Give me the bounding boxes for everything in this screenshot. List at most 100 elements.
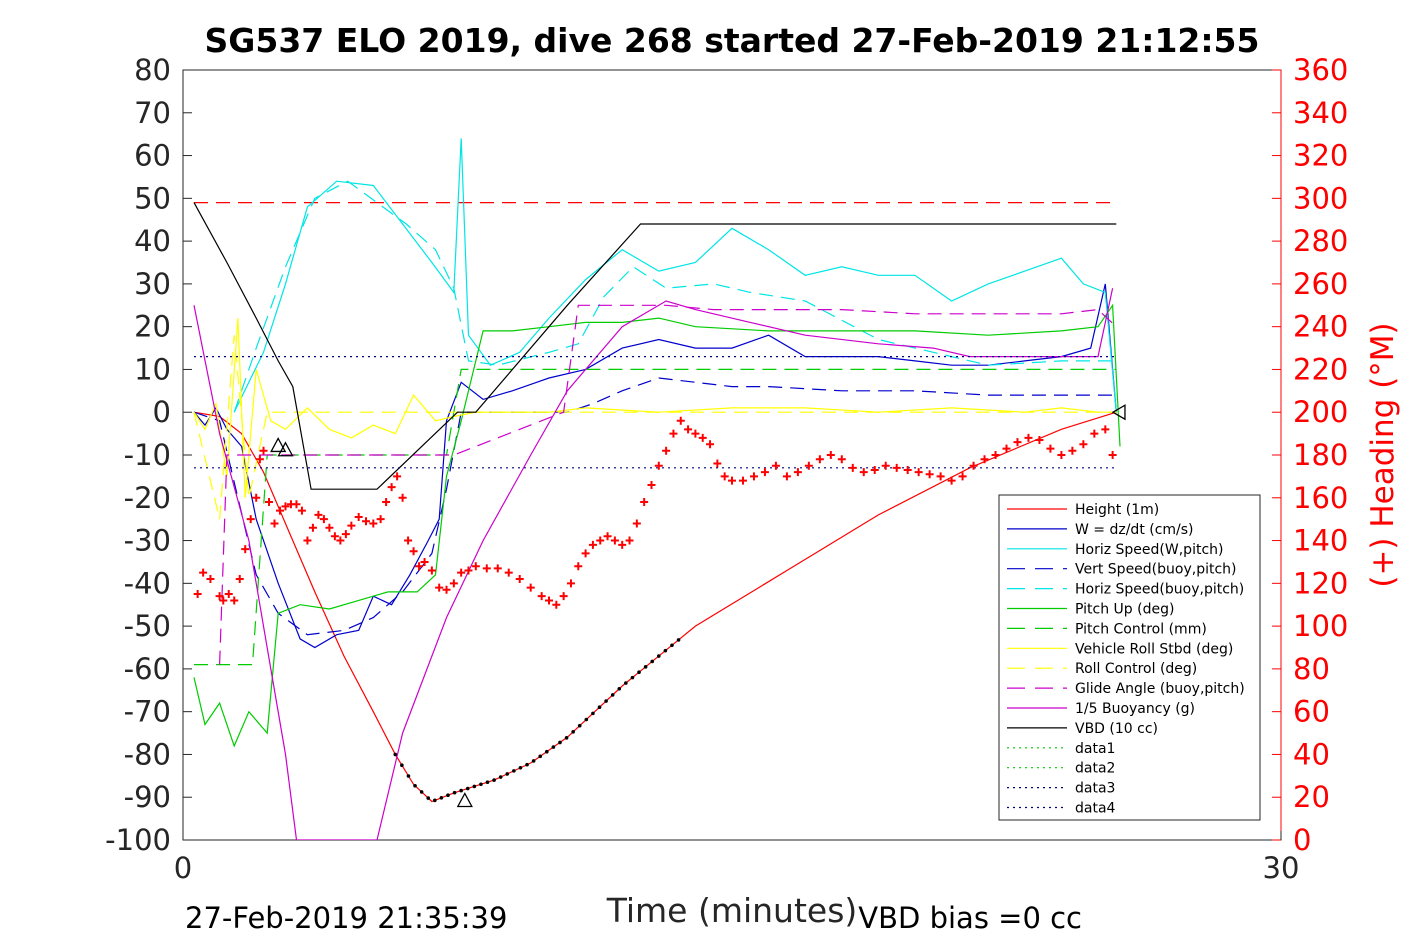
legend-entry: VBD (10 cc) — [1075, 721, 1158, 737]
heading-point — [398, 493, 407, 502]
heading-point — [404, 536, 413, 545]
heading-point — [728, 476, 736, 485]
legend-entry: Pitch Control (mm) — [1075, 621, 1207, 637]
legend-entry: Pitch Up (deg) — [1075, 602, 1174, 618]
heading-point — [848, 463, 857, 472]
right-tick-label: 360 — [1293, 53, 1348, 87]
height-sample-dot — [643, 665, 648, 669]
heading-point — [1101, 425, 1110, 434]
heading-point — [362, 517, 370, 526]
legend-entry: Height (1m) — [1075, 502, 1159, 518]
heading-point — [618, 540, 627, 549]
height-sample-dot — [406, 774, 411, 778]
right-tick-label: 0 — [1293, 823, 1311, 857]
legend-entry: data3 — [1075, 781, 1115, 797]
series-line-pitch-up-deg — [193, 303, 1121, 748]
right-y-axis: 3603403203002802602402202001801601401201… — [1272, 53, 1348, 857]
right-tick-label: 140 — [1293, 524, 1348, 558]
heading-point — [319, 515, 328, 524]
right-tick-label: 220 — [1293, 352, 1348, 386]
left-tick-label: 30 — [134, 267, 171, 301]
heading-point — [246, 515, 255, 524]
heading-point — [581, 549, 590, 558]
heading-point — [376, 515, 385, 524]
height-sample-dot — [538, 754, 543, 759]
heading-point — [241, 545, 250, 554]
heading-point — [382, 498, 391, 507]
heading-point — [654, 461, 663, 470]
heading-point — [914, 468, 923, 477]
heading-point — [815, 455, 824, 464]
heading-point — [760, 468, 769, 477]
heading-point — [969, 461, 978, 470]
height-sample-dot — [657, 654, 661, 658]
legend-entry: data2 — [1075, 761, 1115, 777]
right-tick-label: 180 — [1293, 438, 1348, 472]
series-line-vbd-10-cc — [193, 202, 1117, 490]
legend: Height (1m) W = dz/dt (cm/s) Horiz Speed(W… — [998, 494, 1261, 821]
heading-point — [442, 585, 451, 594]
left-tick-label: -90 — [124, 780, 171, 814]
heading-point — [252, 493, 261, 502]
heading-point — [596, 536, 605, 545]
height-sample-dot — [492, 778, 496, 782]
height-sample-dot — [400, 763, 404, 768]
legend-entry: Roll Control (deg) — [1075, 661, 1197, 677]
heading-point — [409, 547, 418, 556]
heading-point — [471, 562, 480, 571]
event-marker-triangle-up — [456, 792, 473, 808]
heading-point — [314, 510, 323, 519]
height-sample-dot — [518, 765, 523, 770]
heading-point — [691, 429, 700, 438]
heading-point — [859, 468, 868, 477]
right-axis-label: (+) Heading (°M) — [1365, 322, 1401, 587]
heading-point — [1057, 451, 1066, 459]
heading-point — [292, 500, 301, 509]
heading-point — [504, 568, 513, 577]
heading-point — [281, 502, 290, 511]
legend-entry: Horiz Speed(W,pitch) — [1075, 542, 1223, 558]
heading-point — [793, 468, 802, 477]
right-tick-label: 100 — [1293, 609, 1348, 643]
heading-point — [771, 461, 780, 470]
height-sample-dot — [571, 730, 575, 734]
heading-point — [420, 557, 429, 566]
legend-entry: W = dz/dt (cm/s) — [1075, 522, 1194, 538]
height-sample-dot — [558, 740, 562, 745]
height-sample-dot — [439, 795, 444, 800]
series-line-roll-control-deg — [193, 335, 1117, 520]
heading-point — [870, 465, 879, 474]
legend-entry: Horiz Speed(buoy,pitch) — [1075, 582, 1244, 598]
heading-point — [526, 583, 535, 592]
right-tick-label: 20 — [1293, 780, 1330, 814]
heading-point — [464, 566, 473, 575]
height-sample-dot — [446, 793, 450, 798]
heading-point — [1035, 436, 1044, 445]
heading-point — [354, 513, 363, 522]
legend-entry: Vert Speed(buoy,pitch) — [1075, 562, 1237, 578]
heading-point — [193, 590, 202, 599]
heading-point — [270, 519, 279, 528]
height-sample-dot — [505, 772, 510, 776]
height-sample-dot — [630, 675, 635, 680]
height-sample-dot — [617, 686, 622, 691]
heading-point — [224, 590, 233, 599]
height-sample-dot — [564, 736, 569, 740]
heading-point — [903, 465, 912, 474]
left-tick-label: 10 — [134, 352, 171, 386]
height-sample-dot — [413, 783, 417, 788]
left-tick-label: -50 — [124, 609, 171, 643]
heading-point — [1068, 446, 1077, 455]
right-tick-label: 240 — [1293, 310, 1348, 344]
heading-point — [749, 472, 758, 481]
heading-point — [980, 455, 989, 464]
left-tick-label: -70 — [124, 695, 171, 729]
heading-point — [206, 575, 215, 584]
heading-point — [347, 521, 356, 530]
heading-point — [387, 483, 396, 492]
heading-point — [720, 472, 729, 481]
height-sample-dot — [637, 670, 641, 675]
height-sample-dot — [498, 775, 503, 779]
heading-point — [303, 536, 312, 545]
legend-entry: data1 — [1075, 741, 1115, 757]
